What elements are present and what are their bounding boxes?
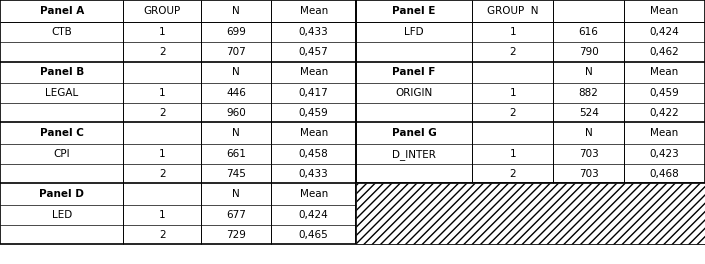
Text: 0,465: 0,465 (299, 230, 329, 240)
Text: ORIGIN: ORIGIN (396, 88, 433, 98)
Text: N: N (585, 129, 592, 138)
Text: 1: 1 (510, 27, 516, 37)
Text: Mean: Mean (650, 129, 679, 138)
Text: 524: 524 (579, 108, 599, 118)
Text: Panel C: Panel C (39, 129, 84, 138)
Text: 707: 707 (226, 47, 246, 57)
Text: Panel F: Panel F (393, 68, 436, 77)
Text: Panel D: Panel D (39, 190, 84, 199)
Text: 2: 2 (159, 47, 166, 57)
Text: 2: 2 (159, 169, 166, 179)
Text: 0,423: 0,423 (649, 149, 680, 159)
Text: N: N (233, 6, 240, 16)
Text: Panel A: Panel A (39, 6, 84, 16)
Text: 446: 446 (226, 88, 246, 98)
Text: N: N (233, 68, 240, 77)
Text: 0,433: 0,433 (299, 169, 329, 179)
Text: Panel E: Panel E (393, 6, 436, 16)
Text: CTB: CTB (51, 27, 72, 37)
Text: 745: 745 (226, 169, 246, 179)
Text: D_INTER: D_INTER (392, 149, 436, 160)
Text: 960: 960 (226, 108, 246, 118)
Text: 703: 703 (579, 149, 599, 159)
Text: 790: 790 (579, 47, 599, 57)
Text: Panel G: Panel G (392, 129, 436, 138)
Text: 2: 2 (510, 108, 516, 118)
Text: 703: 703 (579, 169, 599, 179)
Bar (356, 183, 705, 244)
Text: 1: 1 (159, 210, 166, 220)
Text: GROUP: GROUP (144, 6, 180, 16)
Text: 1: 1 (159, 149, 166, 159)
Text: 1: 1 (159, 27, 166, 37)
Text: 2: 2 (510, 47, 516, 57)
Text: 0,422: 0,422 (649, 108, 680, 118)
Text: 2: 2 (159, 108, 166, 118)
Text: 0,468: 0,468 (649, 169, 680, 179)
Text: LED: LED (51, 210, 72, 220)
Text: 729: 729 (226, 230, 246, 240)
Text: 0,459: 0,459 (299, 108, 329, 118)
Text: N: N (233, 129, 240, 138)
Text: 677: 677 (226, 210, 246, 220)
Text: 1: 1 (510, 88, 516, 98)
Text: 0,433: 0,433 (299, 27, 329, 37)
Text: 0,424: 0,424 (649, 27, 680, 37)
Text: Panel B: Panel B (39, 68, 84, 77)
Text: GROUP  N: GROUP N (487, 6, 539, 16)
Text: Mean: Mean (650, 6, 679, 16)
Text: LFD: LFD (405, 27, 424, 37)
Text: 0,458: 0,458 (299, 149, 329, 159)
Text: Mean: Mean (300, 68, 328, 77)
Text: N: N (233, 190, 240, 199)
Text: 0,417: 0,417 (299, 88, 329, 98)
Text: 1: 1 (159, 88, 166, 98)
Text: 0,457: 0,457 (299, 47, 329, 57)
Text: N: N (585, 68, 592, 77)
Text: LEGAL: LEGAL (45, 88, 78, 98)
Text: 1: 1 (510, 149, 516, 159)
Text: Mean: Mean (650, 68, 679, 77)
Text: Mean: Mean (300, 6, 328, 16)
Text: 2: 2 (159, 230, 166, 240)
Text: Mean: Mean (300, 190, 328, 199)
Text: 661: 661 (226, 149, 246, 159)
Text: 0,462: 0,462 (649, 47, 680, 57)
Text: 882: 882 (579, 88, 599, 98)
Text: 699: 699 (226, 27, 246, 37)
Text: 0,459: 0,459 (649, 88, 680, 98)
Text: 616: 616 (579, 27, 599, 37)
Text: CPI: CPI (54, 149, 70, 159)
Text: 2: 2 (510, 169, 516, 179)
Text: Mean: Mean (300, 129, 328, 138)
Text: 0,424: 0,424 (299, 210, 329, 220)
